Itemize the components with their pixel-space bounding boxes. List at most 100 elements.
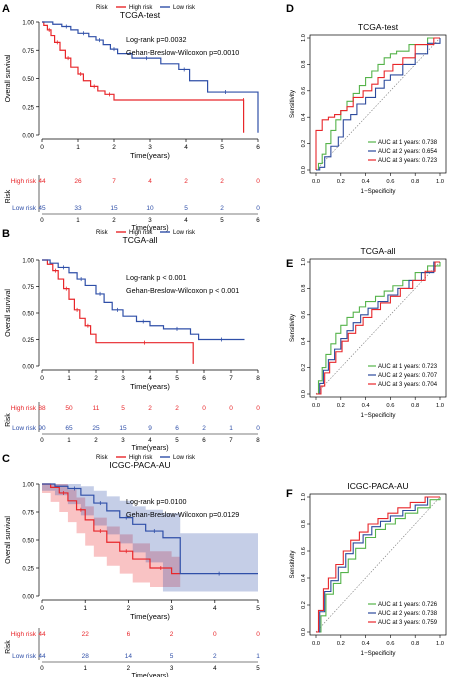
risk-table-tick-label: 0 — [40, 665, 44, 672]
y-tick-label: 1.00 — [22, 483, 34, 489]
risk-table-tick-label: 3 — [170, 665, 174, 672]
y-tick-label: 0.50 — [22, 77, 34, 83]
legend-label-3: AUC at 3 years: 0.704 — [378, 382, 438, 388]
x-tick-label: 6 — [202, 375, 206, 382]
x-tick-label: 0 — [40, 605, 44, 612]
roc-curve-year-1 — [316, 37, 440, 171]
x-tick-label: 1 — [76, 144, 80, 151]
risk-table-tick-label: 6 — [256, 217, 260, 224]
roc-curve-year-3 — [316, 261, 440, 395]
roc-curve-year-3 — [315, 37, 440, 170]
risk-table-label: Risk — [5, 413, 12, 427]
x-tick-label: 0.2 — [337, 641, 345, 647]
risk-count: 44 — [38, 653, 46, 660]
panel-a-km: A Risk High risk Low risk TCGA-test 0.00 0.25 0… — [2, 3, 260, 232]
x-tick-label: 1.0 — [436, 641, 444, 647]
risk-count: 5 — [121, 405, 125, 412]
risk-count: 2 — [220, 178, 224, 185]
y-axis-label: Overall survival — [5, 54, 12, 102]
y-tick-label: 0.25 — [22, 105, 34, 111]
x-axis-label: 1−Specificity — [361, 188, 397, 195]
risk-table-tick-label: 5 — [175, 437, 179, 444]
reference-diagonal — [315, 496, 441, 633]
risk-count: 1 — [229, 425, 233, 432]
y-tick-label: 0.8 — [301, 520, 307, 528]
roc-curve-year-1 — [316, 497, 441, 633]
risk-count: 45 — [38, 205, 46, 212]
x-tick-label: 5 — [175, 375, 179, 382]
panel-letter: D — [286, 3, 294, 15]
risk-table-tick-label: 3 — [148, 217, 152, 224]
risk-row-label: Low risk — [12, 653, 37, 660]
panel-letter: C — [2, 453, 10, 465]
y-tick-label: 1.0 — [301, 493, 307, 501]
panel-d-roc: D TCGA-test 0.0 0.2 0.4 0.6 0.8 1.0 0.0 0.2 0.4 0.6… — [286, 3, 447, 195]
risk-table-tick-label: 8 — [256, 437, 260, 444]
panel-letter: B — [2, 228, 10, 240]
risk-count: 5 — [184, 205, 188, 212]
risk-count: 26 — [74, 178, 82, 185]
legend-title: Risk — [96, 230, 109, 236]
x-axis-label: Time(years) — [130, 151, 170, 160]
risk-table-x-label: Time(years) — [131, 445, 168, 452]
risk-count: 2 — [170, 631, 174, 638]
risk-count: 1 — [256, 653, 260, 660]
y-tick-label: 0.75 — [22, 49, 34, 55]
y-tick-label: 0.00 — [22, 365, 34, 371]
legend-label-2: AUC at 2 years: 0.738 — [378, 611, 438, 617]
x-tick-label: 2 — [112, 144, 116, 151]
survival-curve-low-risk — [42, 21, 259, 133]
risk-table-tick-label: 7 — [229, 437, 233, 444]
risk-count: 50 — [65, 405, 73, 412]
y-tick-label: 0.75 — [22, 511, 34, 517]
survival-curve-high-risk — [42, 483, 181, 575]
x-tick-label: 1.0 — [436, 403, 444, 409]
reference-diagonal — [315, 37, 441, 171]
risk-table-tick-label: 2 — [94, 437, 98, 444]
legend-label-low: Low risk — [173, 5, 196, 11]
wilcoxon-pvalue: Gehan-Breslow-Wilcoxon p=0.0010 — [126, 48, 239, 57]
x-axis-label: 1−Specificity — [361, 412, 397, 419]
x-tick-label: 0.2 — [337, 179, 345, 185]
y-axis-label: Sensitivity — [289, 313, 296, 342]
x-tick-label: 5 — [256, 605, 260, 612]
x-axis-label: 1−Specificity — [361, 650, 397, 657]
roc-curve-year-1 — [316, 262, 441, 395]
y-tick-label: 1.00 — [22, 21, 34, 27]
risk-count: 44 — [38, 631, 46, 638]
risk-count: 0 — [213, 631, 217, 638]
wilcoxon-pvalue: Gehan-Breslow-Wilcoxon p < 0.001 — [126, 286, 239, 295]
risk-count: 5 — [170, 653, 174, 660]
roc-curve-year-2 — [316, 38, 441, 171]
logrank-pvalue: Log-rank p=0.0100 — [126, 497, 187, 506]
y-tick-label: 0.25 — [22, 338, 34, 344]
legend-label-high: High risk — [129, 5, 153, 11]
y-tick-label: 0.4 — [301, 113, 307, 121]
x-tick-label: 0.8 — [411, 179, 419, 185]
risk-table-tick-label: 3 — [121, 437, 125, 444]
x-tick-label: 0 — [40, 375, 44, 382]
legend-label-1: AUC at 1 years: 0.723 — [378, 364, 438, 370]
risk-count: 0 — [256, 425, 260, 432]
risk-table-tick-label: 5 — [256, 665, 260, 672]
risk-count: 0 — [202, 405, 206, 412]
x-tick-label: 0.4 — [362, 403, 371, 409]
x-tick-label: 5 — [220, 144, 224, 151]
y-tick-label: 0.4 — [301, 574, 307, 582]
risk-count: 44 — [38, 178, 46, 185]
y-axis-label: Sensitivity — [289, 89, 296, 118]
risk-count: 14 — [125, 653, 133, 660]
chart-title: ICGC-PACA-AU — [347, 481, 408, 491]
x-tick-label: 1.0 — [436, 179, 444, 185]
x-tick-label: 0.4 — [362, 641, 371, 647]
y-tick-label: 0.50 — [22, 312, 34, 318]
risk-count: 11 — [93, 405, 100, 412]
risk-count: 6 — [175, 425, 179, 432]
roc-curve-year-3 — [316, 496, 440, 633]
legend-label-3: AUC at 3 years: 0.759 — [378, 620, 438, 626]
x-tick-label: 0.8 — [411, 641, 419, 647]
risk-table-tick-label: 4 — [213, 665, 217, 672]
risk-count: 2 — [220, 205, 224, 212]
risk-count: 0 — [256, 205, 260, 212]
risk-row-label: Low risk — [12, 205, 37, 212]
